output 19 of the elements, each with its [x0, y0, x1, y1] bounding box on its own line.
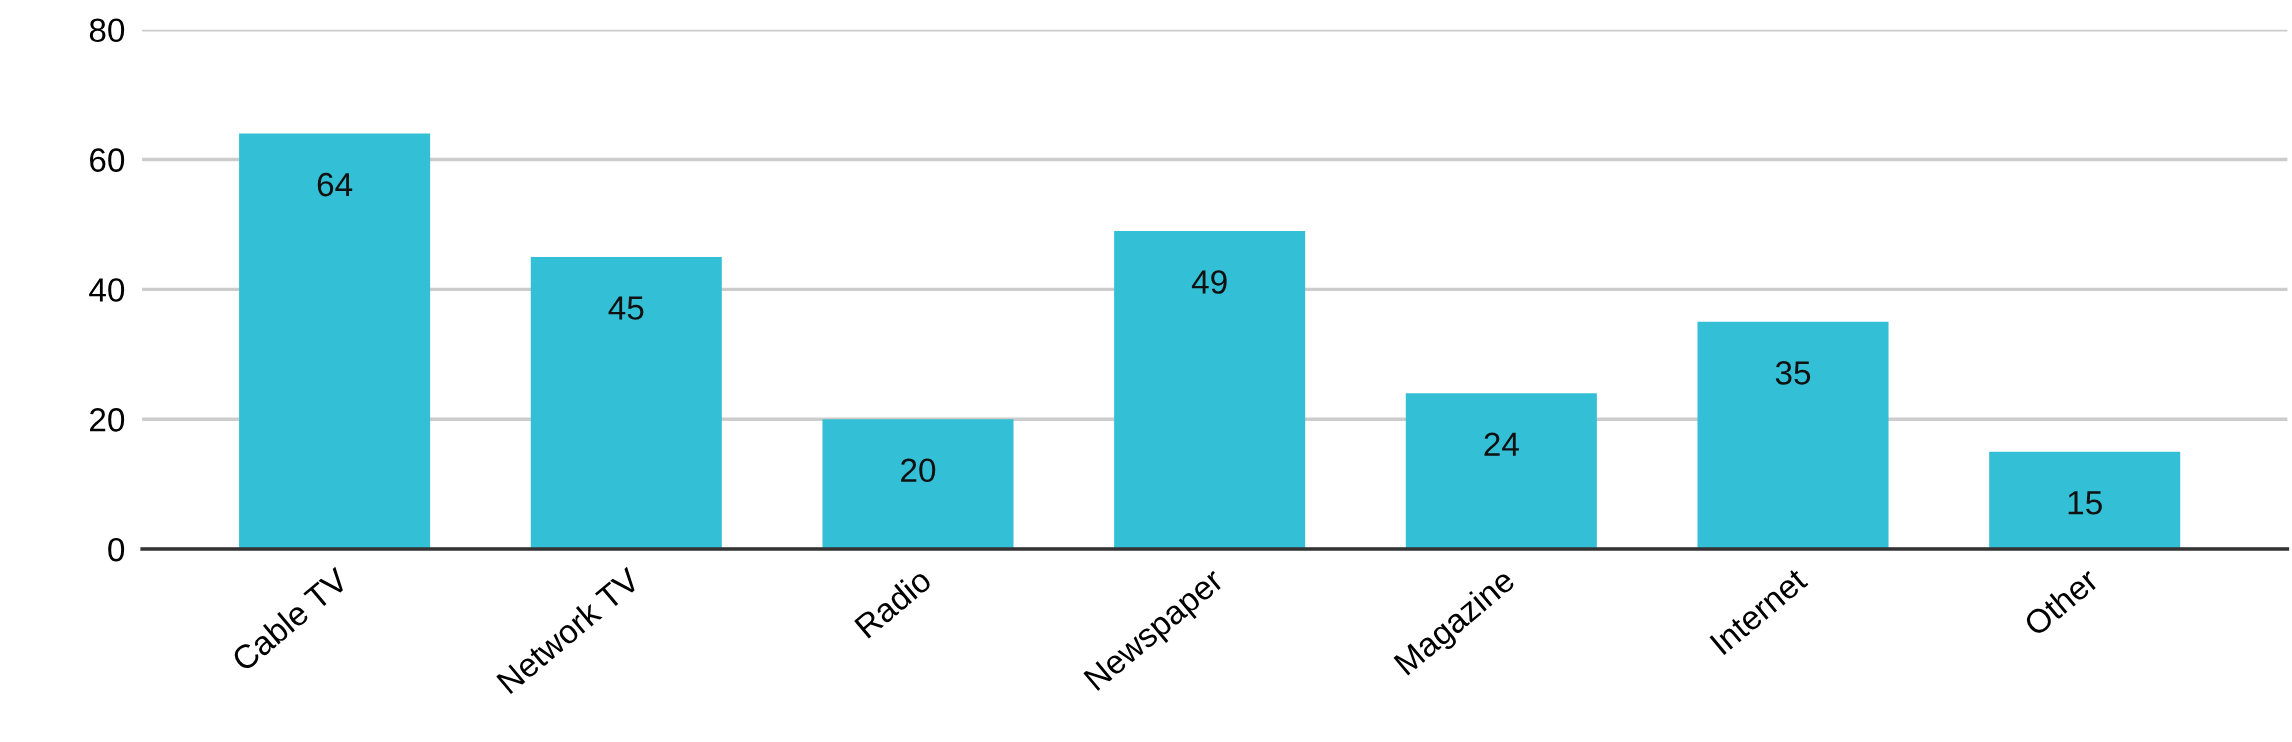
data-label: 45 — [608, 296, 644, 320]
bar — [822, 419, 1014, 550]
bar — [1405, 393, 1597, 550]
y-tick-label: 0 — [108, 537, 125, 562]
y-tick-label: 60 — [90, 148, 125, 172]
data-label: 49 — [1191, 270, 1227, 294]
bar — [1989, 451, 2181, 550]
y-tick-label: 40 — [89, 278, 125, 302]
bar — [239, 133, 431, 550]
data-label: 24 — [1484, 432, 1519, 456]
data-label: 64 — [317, 172, 353, 197]
data-label: 15 — [2068, 491, 2102, 515]
data-label: 35 — [1775, 361, 1811, 385]
y-tick-label: 80 — [89, 18, 125, 43]
data-label: 20 — [901, 458, 936, 483]
y-tick-label: 20 — [90, 408, 125, 432]
bar — [1114, 230, 1306, 550]
bar — [1697, 321, 1889, 550]
bar — [530, 256, 722, 550]
